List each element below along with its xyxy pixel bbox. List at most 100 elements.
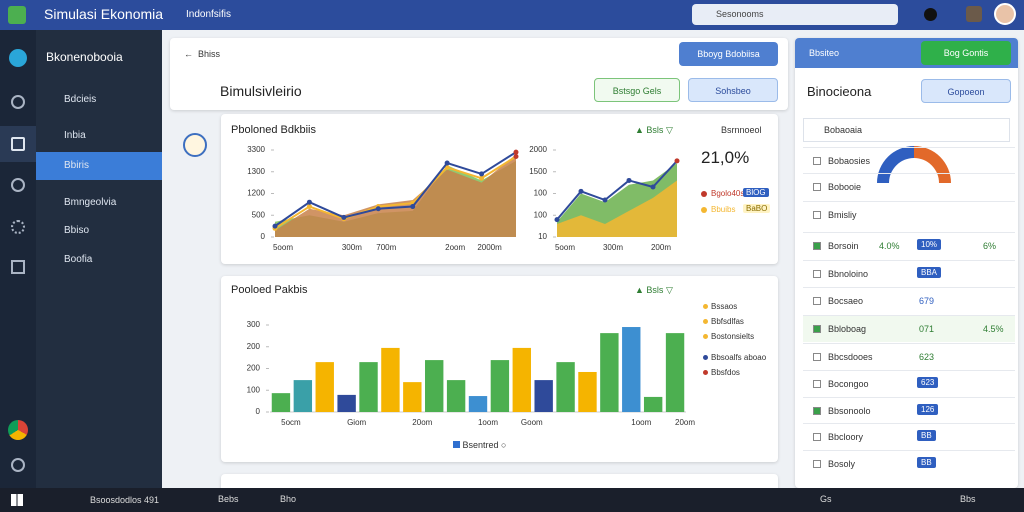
row-name: Bobooie	[828, 182, 862, 192]
legend-swatch	[453, 441, 460, 448]
row-value: 679	[919, 296, 935, 306]
card-badge: ▲ Bsls ▽	[635, 125, 673, 135]
avatar[interactable]	[994, 3, 1016, 25]
row-icon	[813, 242, 821, 250]
list-dot	[703, 355, 708, 360]
sidebar-header: Bkonenobooia	[46, 50, 123, 64]
chart-card: Pboloned Bdkbiis ▲ Bsls ▽ Bsrnnoeol 21,0…	[221, 114, 778, 264]
panel-button[interactable]: Bog Gontis	[921, 41, 1011, 65]
header-button[interactable]: Bboyg Bdobiisa	[679, 42, 778, 66]
sidebar-item[interactable]: Bdcieis	[64, 94, 97, 105]
panel-row[interactable]: Bbcloory BB	[803, 423, 1015, 450]
app-title: Simulasi Ekonomia	[44, 6, 164, 22]
row-value: 623	[919, 352, 935, 362]
stats-value: 21,0%	[701, 148, 750, 167]
row-name: Bbsonoolo	[828, 406, 871, 416]
row-chip: 126	[917, 404, 939, 415]
row-icon	[813, 183, 821, 191]
panel-title-button[interactable]: Gopoeon	[921, 79, 1011, 103]
panel-search[interactable]: Bobaoaia	[803, 118, 1010, 142]
row-name: Bbloboag	[828, 324, 867, 334]
sidebar-item[interactable]: Bmngeolvia	[64, 197, 117, 208]
rail-icon[interactable]	[11, 220, 25, 234]
action-button[interactable]: Sohsbeo	[688, 78, 778, 102]
list-dot	[703, 334, 708, 339]
panel-row[interactable]: Bmisliy	[803, 201, 1015, 228]
search-box[interactable]: Sesonooms	[692, 4, 898, 25]
rail-icon[interactable]	[11, 178, 25, 192]
row-right: 4.5%	[983, 324, 1004, 334]
panel-row[interactable]: Borsoin 4.0% 10% 6%	[803, 232, 1015, 259]
rail-icon[interactable]	[11, 95, 25, 109]
panel-tab[interactable]: Bbsiteo	[809, 48, 840, 58]
gauge	[877, 146, 951, 220]
avatar[interactable]	[966, 6, 982, 22]
panel-row[interactable]: Bbnoloino BBA	[803, 260, 1015, 287]
sidebar-item[interactable]: Boofia	[64, 254, 93, 265]
panel-row[interactable]: Bbsonoolo 126	[803, 397, 1015, 424]
back-link[interactable]: ← Bhiss	[184, 49, 221, 59]
panel-row[interactable]: Bobooie	[803, 173, 1015, 200]
tray-item: Bbs	[960, 494, 976, 504]
panel-row[interactable]: Bbloboag 071 4.5%	[803, 315, 1015, 342]
legend-dot	[701, 191, 707, 197]
gauge-hole	[889, 158, 939, 208]
legend-text: Bgolo40s	[711, 189, 745, 198]
row-name: Borsoin	[828, 241, 859, 251]
row-value: 4.0%	[879, 241, 900, 251]
legend-dot	[701, 207, 707, 213]
legend-chip: BlOG	[743, 188, 769, 197]
chart-card: Pooloed Pakbis ▲ Bsls ▽ Bsentred ○ Bssao…	[221, 276, 778, 462]
icon-rail	[0, 30, 36, 488]
row-icon	[813, 157, 821, 165]
row-icon	[813, 297, 821, 305]
taskbar-item[interactable]: Bebs	[218, 494, 239, 504]
panel-row[interactable]: Bocongoo 623	[803, 370, 1015, 397]
header-card: ← Bhiss Bboyg Bdobiisa Bimulsivleirio Bs…	[170, 38, 788, 110]
panel-row[interactable]: Bosoly BB	[803, 450, 1015, 477]
list-text: Bssaos	[711, 302, 738, 311]
rail-icon[interactable]	[9, 49, 27, 67]
browser-icon[interactable]	[8, 420, 28, 440]
sidebar-item[interactable]: Bbiris	[36, 152, 162, 180]
list-dot	[703, 319, 708, 324]
right-panel: Bbsiteo Bog Gontis Binocieona Gopoeon Bo…	[795, 38, 1018, 488]
panel-row[interactable]: Bocsaeo 679	[803, 287, 1015, 314]
sidebar-item[interactable]: Inbia	[64, 130, 86, 141]
row-chip: 10%	[917, 239, 942, 250]
sidebar-item[interactable]: Bbiso	[64, 225, 90, 236]
row-right: 6%	[983, 241, 997, 251]
user-icon[interactable]	[924, 8, 937, 21]
row-icon	[813, 433, 821, 441]
panel-row[interactable]: Bbcsdooes 623	[803, 343, 1015, 370]
row-name: Bbnoloino	[828, 269, 869, 279]
rail-icon[interactable]	[11, 137, 25, 151]
list-dot	[703, 370, 708, 375]
badge-text: Bsls	[646, 285, 664, 295]
card-title: Pooloed Pakbis	[231, 284, 308, 296]
row-icon	[813, 380, 821, 388]
action-button[interactable]: Bstsgo Gels	[594, 78, 680, 102]
taskbar-item[interactable]: Bho	[280, 494, 297, 504]
row-icon	[813, 270, 821, 278]
legend-text: Bbuibs	[711, 205, 736, 214]
rail-icon[interactable]	[11, 260, 25, 274]
legend-chip: BaBO	[743, 204, 771, 213]
row-name: Bosoly	[828, 459, 856, 469]
list-dot	[703, 304, 708, 309]
row-icon	[813, 211, 821, 219]
rail-icon[interactable]	[11, 458, 25, 472]
rail-active	[0, 126, 36, 162]
row-icon	[813, 460, 821, 468]
back-text: Bhiss	[198, 49, 221, 59]
app-logo	[8, 6, 26, 24]
start-button[interactable]	[11, 494, 23, 506]
taskbar-search[interactable]: Bsoosdodlos 491	[90, 495, 160, 505]
app-subtitle: Indonfsifis	[186, 9, 232, 20]
compass-icon[interactable]	[183, 133, 207, 157]
row-name: Bocongoo	[828, 379, 869, 389]
row-icon	[813, 325, 821, 333]
panel-row[interactable]: Bobaosies	[803, 147, 1015, 174]
badge-text: Bsls	[646, 125, 664, 135]
